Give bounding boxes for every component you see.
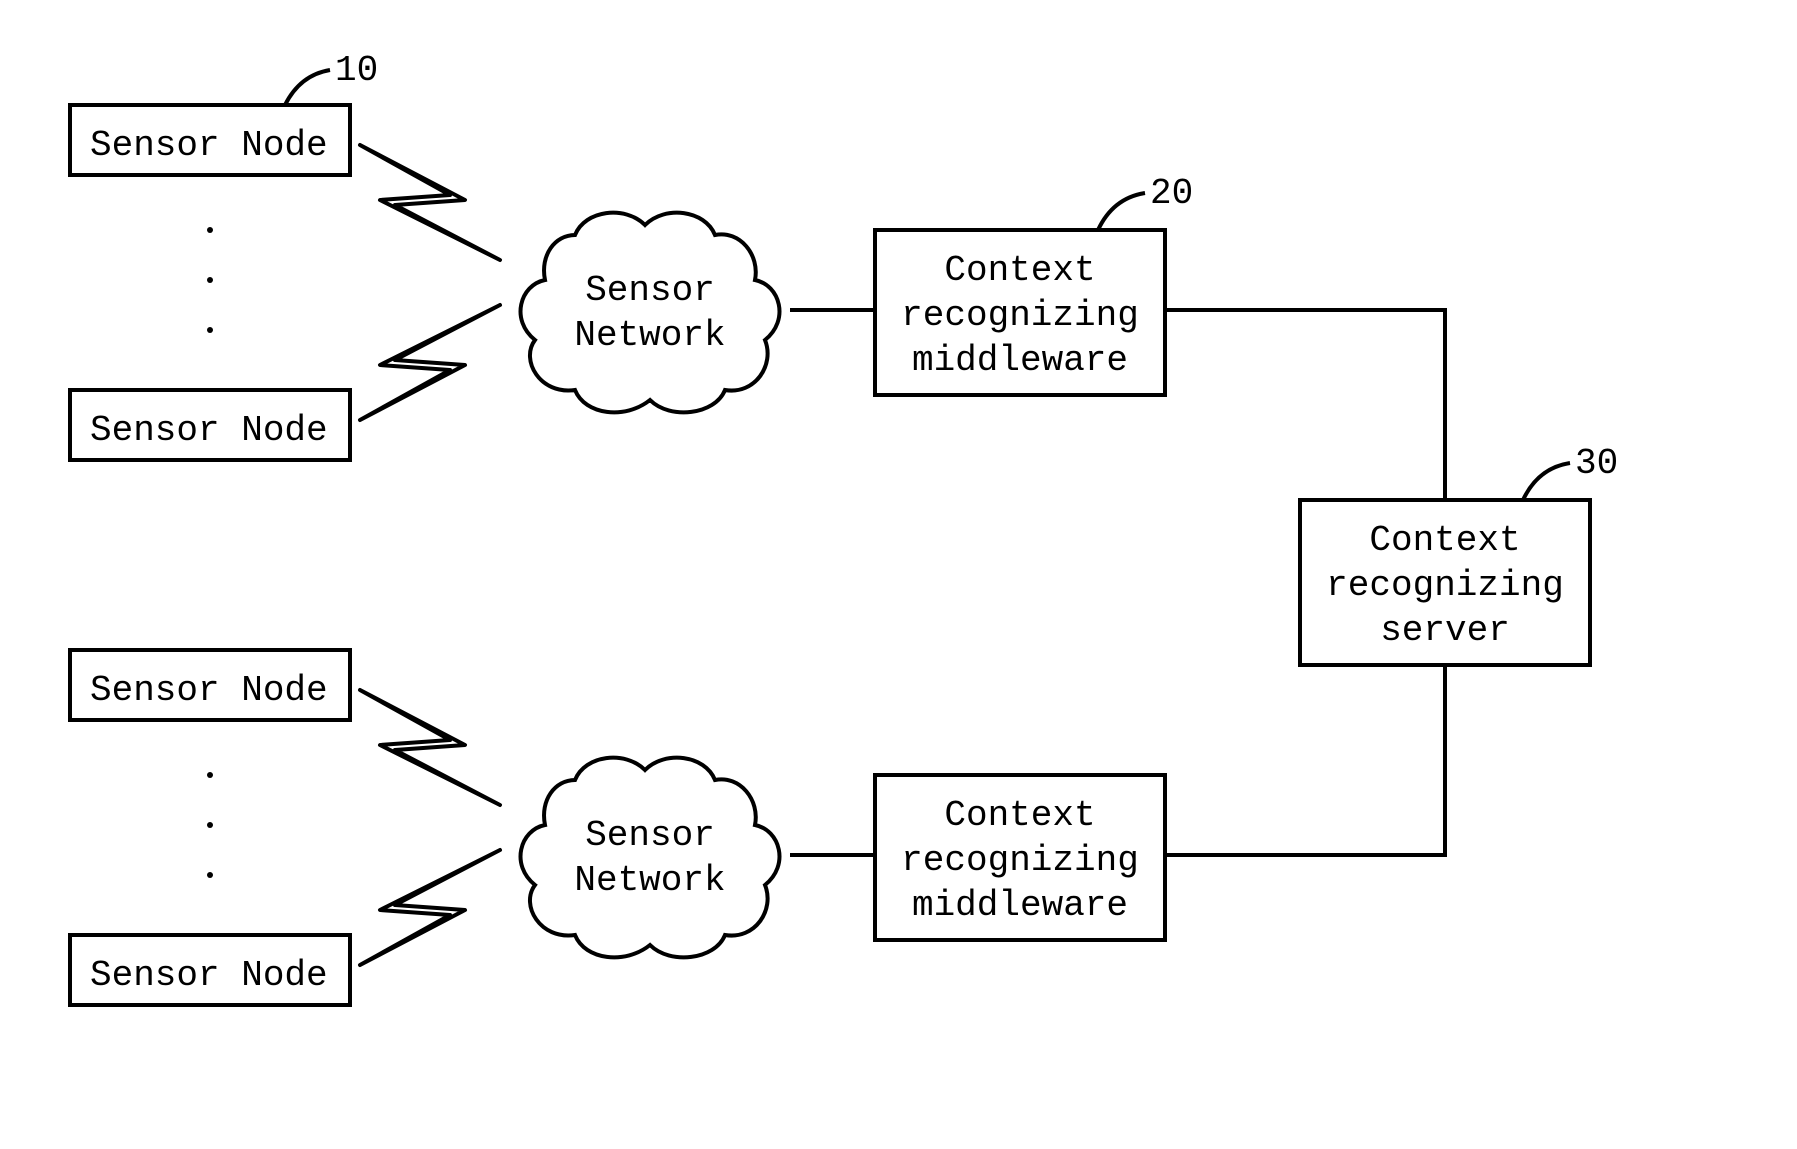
- middleware-2-line2: recognizing: [901, 840, 1139, 881]
- server-line3: server: [1380, 610, 1510, 651]
- edge-middleware2-server: [1165, 665, 1445, 855]
- sensor-network-cloud-1: Sensor Network: [521, 213, 780, 413]
- ref-20-label: 20: [1150, 173, 1193, 214]
- middleware-1-line3: middleware: [912, 340, 1128, 381]
- ref-30-label: 30: [1575, 443, 1618, 484]
- wireless-icon-1: [360, 145, 500, 260]
- middleware-1-line2: recognizing: [901, 295, 1139, 336]
- sensor-node-2-label: Sensor Node: [90, 410, 328, 451]
- ref-10: 10: [285, 50, 378, 105]
- sensor-node-1-label: Sensor Node: [90, 125, 328, 166]
- server: Context recognizing server: [1300, 500, 1590, 665]
- sensor-node-3: Sensor Node: [70, 650, 350, 720]
- cloud-1-line2: Network: [574, 315, 725, 356]
- sensor-network-cloud-2: Sensor Network: [521, 758, 780, 958]
- sensor-node-2: Sensor Node: [70, 390, 350, 460]
- middleware-2-line3: middleware: [912, 885, 1128, 926]
- sensor-node-3-label: Sensor Node: [90, 670, 328, 711]
- wireless-icon-3: [360, 690, 500, 805]
- sensor-node-4-label: Sensor Node: [90, 955, 328, 996]
- sensor-node-4: Sensor Node: [70, 935, 350, 1005]
- ellipsis-1: [207, 227, 213, 333]
- cloud-2-line2: Network: [574, 860, 725, 901]
- wireless-icon-2: [360, 305, 500, 420]
- wireless-icon-4: [360, 850, 500, 965]
- ellipsis-2: [207, 772, 213, 878]
- ref-30: 30: [1523, 443, 1618, 500]
- ref-20: 20: [1098, 173, 1193, 230]
- cloud-2-line1: Sensor: [585, 815, 715, 856]
- diagram-canvas: Sensor Node 10 Sensor Node Sensor Networ…: [0, 0, 1797, 1149]
- server-line1: Context: [1369, 520, 1520, 561]
- cloud-1-line1: Sensor: [585, 270, 715, 311]
- server-line2: recognizing: [1326, 565, 1564, 606]
- middleware-2: Context recognizing middleware: [875, 775, 1165, 940]
- ref-10-label: 10: [335, 50, 378, 91]
- middleware-1: Context recognizing middleware: [875, 230, 1165, 395]
- middleware-2-line1: Context: [944, 795, 1095, 836]
- edge-middleware1-server: [1165, 310, 1445, 500]
- sensor-node-1: Sensor Node: [70, 105, 350, 175]
- middleware-1-line1: Context: [944, 250, 1095, 291]
